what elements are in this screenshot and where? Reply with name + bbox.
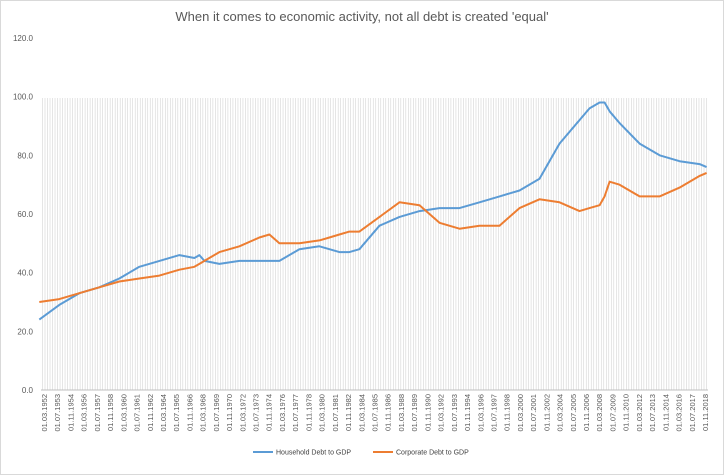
x-tick-label: 01.03.1980 xyxy=(318,394,327,432)
x-tick-label: 01.11.2018 xyxy=(701,394,710,431)
series-layer xyxy=(38,101,707,321)
y-tick-label: 100.0 xyxy=(13,93,34,102)
x-tick-label: 01.11.1970 xyxy=(225,394,234,431)
x-tick-label: 01.07.2013 xyxy=(648,394,657,432)
x-tick-label: 01.07.2005 xyxy=(569,394,578,432)
x-tick-label: 01.03.2004 xyxy=(556,394,565,432)
x-tick-label: 01.11.2002 xyxy=(542,394,551,431)
x-axis-tick-labels: 01.03.1952 01.07.1953 01.11.1954 01.03.1956… xyxy=(40,394,710,432)
x-tick-label: 01.11.1974 xyxy=(265,394,274,431)
x-tick-label: 01.11.1986 xyxy=(384,394,393,431)
legend-label: Corporate Debt to GDP xyxy=(396,450,469,457)
x-tick-label: 01.11.2010 xyxy=(622,394,631,431)
y-axis: 0.0 20.0 40.0 60.0 80.0 100.0 120.0 xyxy=(13,34,34,395)
x-tick-label: 01.07.1989 xyxy=(410,394,419,432)
x-tick-label: 01.11.1958 xyxy=(106,394,115,431)
x-category-lines xyxy=(42,98,707,390)
x-tick-label: 01.03.1956 xyxy=(80,394,89,432)
x-tick-label: 01.03.1960 xyxy=(119,394,128,432)
x-tick-label: 01.03.1968 xyxy=(199,394,208,432)
x-tick-label: 01.11.1966 xyxy=(185,394,194,431)
x-tick-label: 01.11.1954 xyxy=(66,394,75,431)
x-tick-label: 01.07.2009 xyxy=(608,394,617,432)
x-tick-label: 01.07.2001 xyxy=(529,394,538,432)
x-tick-label: 01.03.1972 xyxy=(238,394,247,432)
x-tick-label: 01.07.1965 xyxy=(172,394,181,432)
x-tick-label: 01.03.2008 xyxy=(595,394,604,432)
x-tick-label: 01.07.1993 xyxy=(450,394,459,432)
x-tick-label: 01.07.2017 xyxy=(688,394,697,432)
x-tick-label: 01.11.1978 xyxy=(304,394,313,431)
household-debt-series xyxy=(38,101,707,321)
y-tick-label: 40.0 xyxy=(17,269,33,278)
x-tick-label: 01.07.1961 xyxy=(133,394,142,432)
x-tick-label: 01.07.1953 xyxy=(53,394,62,432)
x-tick-label: 01.07.1969 xyxy=(212,394,221,432)
x-tick-label: 01.03.1976 xyxy=(278,394,287,432)
y-tick-label: 20.0 xyxy=(17,327,33,336)
x-tick-label: 01.11.1990 xyxy=(423,394,432,431)
chart-title: When it comes to economic activity, not … xyxy=(175,9,548,24)
y-tick-label: 80.0 xyxy=(17,151,33,160)
x-tick-label: 01.03.1996 xyxy=(476,394,485,432)
x-tick-label: 01.03.1984 xyxy=(357,394,366,432)
x-tick-label: 01.07.1997 xyxy=(489,394,498,432)
x-tick-label: 01.03.1964 xyxy=(159,394,168,432)
x-tick-label: 01.11.1998 xyxy=(503,394,512,431)
x-tick-label: 01.07.1985 xyxy=(371,394,380,432)
x-tick-label: 01.11.1994 xyxy=(463,394,472,431)
legend-label: Household Debt to GDP xyxy=(276,450,351,457)
x-tick-label: 01.11.2006 xyxy=(582,394,591,431)
x-tick-label: 01.07.1957 xyxy=(93,394,102,432)
y-tick-label: 120.0 xyxy=(13,34,34,43)
x-tick-label: 01.03.2012 xyxy=(635,394,644,432)
x-tick-label: 01.07.1981 xyxy=(331,394,340,432)
x-tick-label: 01.11.1982 xyxy=(344,394,353,431)
x-tick-label: 01.03.1988 xyxy=(397,394,406,432)
x-tick-label: 01.07.1977 xyxy=(291,394,300,432)
x-tick-label: 01.03.1952 xyxy=(40,394,49,432)
y-tick-label: 0.0 xyxy=(22,386,34,395)
x-tick-label: 01.03.1992 xyxy=(437,394,446,432)
x-tick-label: 01.11.1962 xyxy=(146,394,155,431)
x-tick-label: 01.07.1973 xyxy=(252,394,261,432)
corporate-debt-series xyxy=(39,171,707,303)
y-tick-label: 60.0 xyxy=(17,210,33,219)
x-tick-label: 01.03.2000 xyxy=(516,394,525,432)
x-tick-label: 01.03.2016 xyxy=(675,394,684,432)
x-tick-label: 01.11.2014 xyxy=(661,394,670,431)
legend: Household Debt to GDP Corporate Debt to G… xyxy=(253,450,469,457)
